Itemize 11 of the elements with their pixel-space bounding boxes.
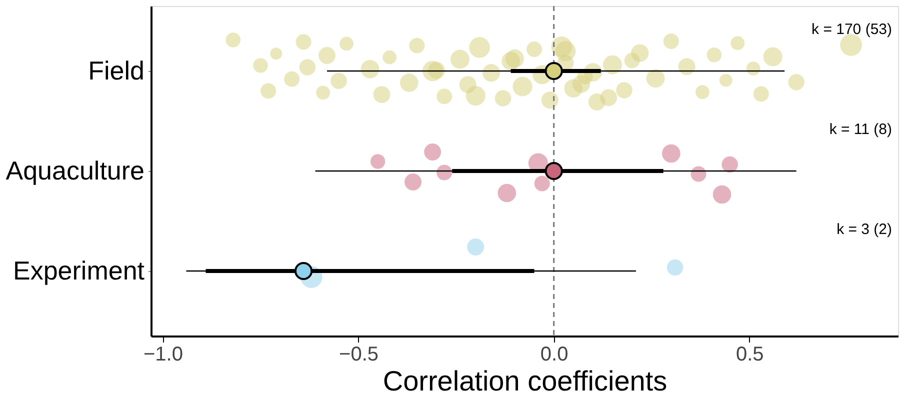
y-tick-label: Experiment	[13, 256, 146, 286]
x-tick-label: 0.5	[736, 344, 764, 366]
annotation: k = 11 (8)	[829, 121, 892, 138]
x-axis-title: Correlation coefficients	[382, 366, 668, 396]
x-tick-label: −1.0	[143, 344, 183, 366]
x-tick-label: −0.5	[339, 344, 379, 366]
y-tick-label: Aquaculture	[6, 156, 144, 186]
annotation: k = 3 (2)	[836, 221, 892, 238]
x-tick-label: 0.0	[540, 344, 568, 366]
annotation: k = 170 (53)	[812, 21, 892, 38]
y-tick-label: Field	[88, 56, 144, 86]
